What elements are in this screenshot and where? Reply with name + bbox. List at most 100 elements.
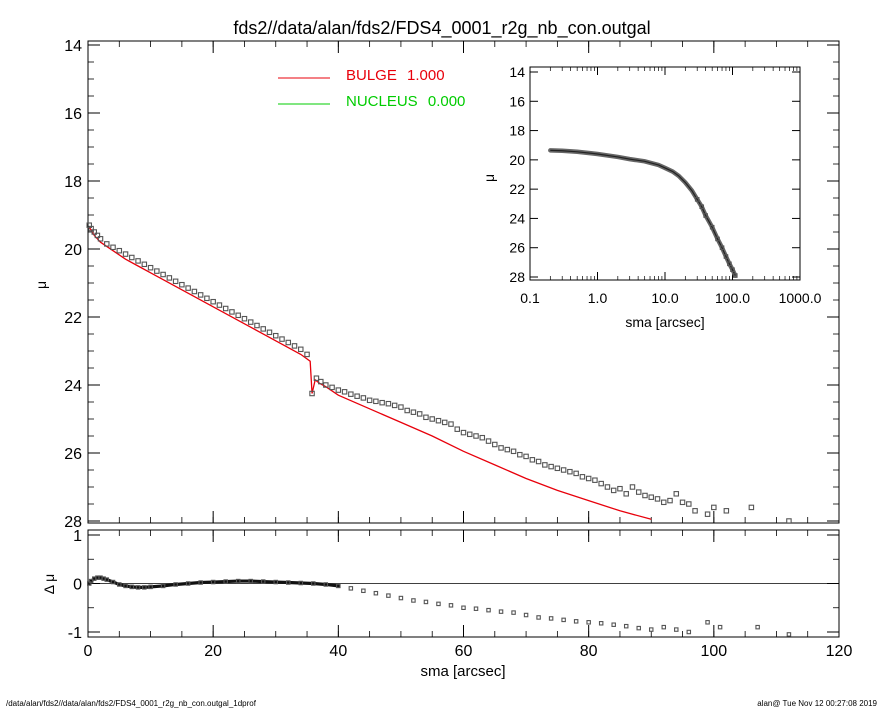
inset-data-point	[715, 236, 720, 242]
residual-y-tick-label: -1	[68, 625, 82, 642]
main-data-point	[373, 398, 379, 405]
residual-data-point	[117, 582, 122, 587]
main-data-point	[573, 470, 579, 477]
residual-data-point	[674, 627, 679, 632]
inset-data-point	[727, 261, 732, 267]
inset-data-point	[732, 273, 738, 278]
main-data-point	[492, 441, 498, 448]
main-y-axis-label: μ	[33, 281, 49, 289]
residual-data-point	[755, 624, 760, 630]
main-y-tick-label: 26	[64, 446, 82, 463]
residual-data-point	[273, 579, 278, 585]
main-data-point	[429, 416, 435, 422]
inset-x-tick-label: 1000.0	[779, 290, 822, 306]
main-data-point	[254, 322, 260, 329]
inset-x-tick-label: 0.1	[520, 290, 540, 306]
residual-data-point	[160, 583, 166, 589]
residual-data-point	[298, 580, 304, 586]
main-data-point	[479, 434, 486, 441]
main-data-point	[247, 319, 254, 325]
main-data-point	[504, 446, 511, 453]
residual-data-point	[786, 632, 792, 637]
main-data-point	[241, 315, 248, 322]
main-data-point	[97, 236, 104, 242]
main-data-point	[110, 244, 116, 251]
main-data-point	[554, 465, 561, 472]
inset-log-panel: 14 16 18 20 22 24 26 28 0.1 1.0 10.0 100.0 1000.0 sm…	[481, 64, 822, 330]
residual-y-tick-label: 0	[73, 577, 82, 594]
residual-data-point	[323, 582, 329, 587]
main-data-point	[94, 232, 101, 239]
main-data-point	[579, 474, 586, 480]
main-data-point	[366, 397, 373, 404]
inset-data-point	[709, 224, 715, 230]
residual-data-point	[104, 577, 110, 582]
inset-x-tick-label: 10.0	[651, 290, 678, 306]
main-data-point	[704, 511, 711, 517]
main-data-point	[398, 404, 404, 410]
main-data-point	[235, 312, 241, 319]
residual-data-point	[598, 621, 604, 626]
residual-data-point	[198, 580, 203, 585]
residual-data-point	[373, 590, 379, 596]
main-data-point	[88, 225, 94, 232]
main-data-point	[216, 302, 223, 308]
residual-data-point	[135, 585, 141, 590]
main-data-point	[548, 463, 554, 470]
main-data-point	[210, 298, 216, 305]
inset-x-axis-label: sma [arcsec]	[625, 314, 704, 330]
main-data-point	[617, 485, 623, 492]
residual-x-axis-label: sma [arcsec]	[420, 663, 505, 680]
main-y-tick-label: 24	[64, 378, 82, 395]
main-data-point	[585, 475, 592, 482]
residual-data-point	[461, 605, 466, 610]
residual-data-point	[648, 627, 654, 632]
main-data-point	[147, 264, 154, 271]
legend-label-nucleus: NUCLEUS 0.000	[346, 93, 465, 110]
main-data-point	[116, 247, 123, 254]
residual-x-tick-label: 80	[580, 643, 598, 660]
residual-data-point	[436, 601, 441, 607]
residual-x-tick-label: 60	[455, 643, 473, 660]
main-data-point	[129, 254, 135, 261]
main-data-point	[467, 431, 473, 438]
main-y-tick-label: 18	[64, 174, 82, 191]
main-data-point	[348, 391, 354, 397]
main-data-point	[166, 275, 173, 281]
main-data-point	[567, 468, 573, 475]
residual-x-tick-label: 100	[700, 643, 727, 660]
residual-data-point	[148, 584, 153, 590]
inset-y-axis-label: μ	[481, 174, 497, 182]
residual-data-point	[561, 617, 566, 623]
residual-data-point	[611, 622, 616, 627]
residual-data-point	[623, 623, 629, 629]
main-data-point	[786, 518, 792, 524]
main-data-point	[360, 395, 367, 401]
main-data-point	[323, 382, 329, 388]
residual-data-point	[235, 578, 241, 584]
residual-data-point	[123, 583, 128, 589]
residual-panel: 10-10 20 40 60 80 100 120 sma [arcsec] Δ μ	[41, 528, 852, 680]
main-data-point	[473, 433, 479, 439]
residual-data-point	[536, 615, 541, 620]
inset-data-point	[730, 267, 735, 272]
main-data-point	[610, 487, 617, 494]
main-y-tick-label: 16	[64, 106, 82, 123]
main-profile-panel: 14 16 18 20 22 24 26 28 μ BULGE 1.000 NUCLEUS 0…	[33, 38, 840, 531]
main-data-point	[686, 501, 692, 507]
residual-data-point	[142, 585, 147, 590]
inset-data-point	[694, 197, 700, 202]
residual-data-point	[411, 598, 416, 603]
inset-y-tick-label: 18	[509, 123, 525, 139]
main-y-tick-label: 20	[64, 242, 82, 259]
residual-y-axis-label: Δ μ	[41, 574, 57, 595]
legend: BULGE 1.000 NUCLEUS 0.000	[278, 67, 465, 110]
residual-data-point	[686, 629, 692, 635]
residual-data-point	[661, 624, 667, 630]
legend-nucleus-value: 0.000	[428, 93, 466, 110]
main-data-point	[635, 489, 642, 495]
chart-title: fds2//data/alan/fds2/FDS4_0001_r2g_nb_co…	[233, 18, 650, 39]
residual-y-tick-label: 1	[73, 528, 82, 545]
residual-data-point	[705, 620, 710, 625]
